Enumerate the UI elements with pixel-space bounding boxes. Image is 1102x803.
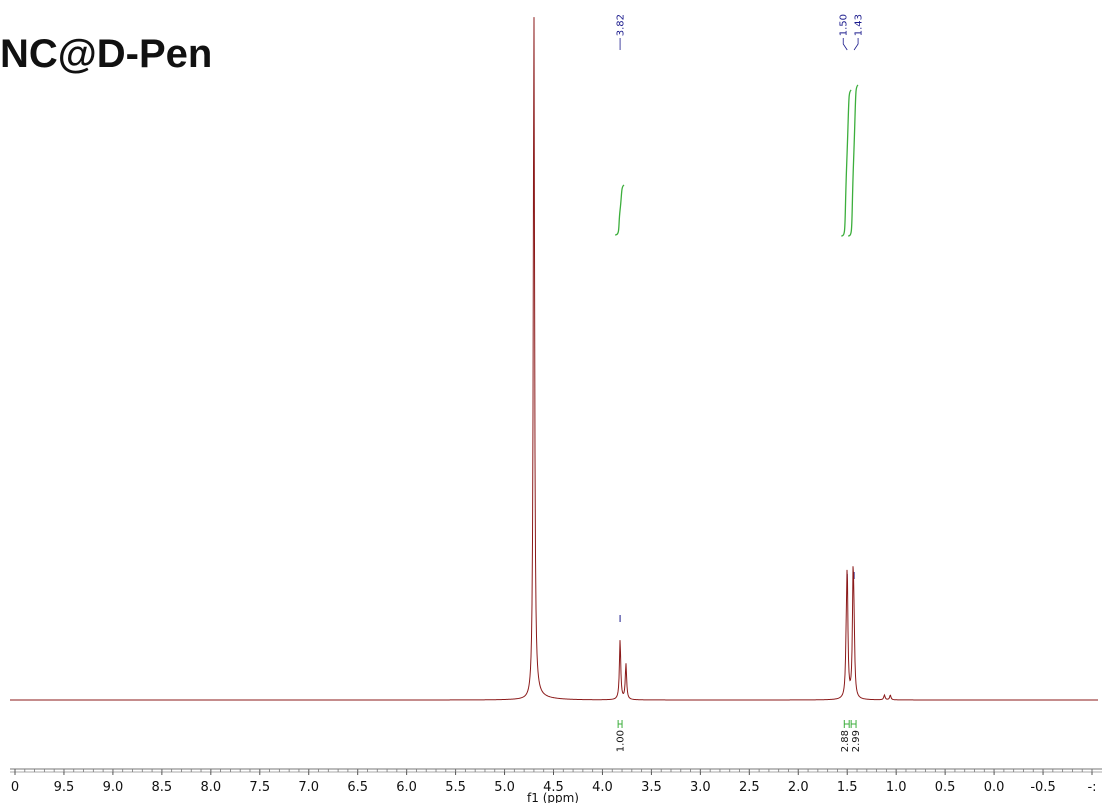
integral-curve [614, 184, 625, 236]
x-tick-label: 1.5 [837, 780, 858, 795]
integral-curve [847, 84, 859, 237]
x-tick-label: 0 [11, 780, 19, 795]
x-tick-label: 7.5 [249, 780, 270, 795]
peak-labels: 3.82 1.50 1.43 [616, 14, 865, 622]
x-tick-label: 4.0 [592, 780, 613, 795]
x-tick-label: 2.0 [788, 780, 809, 795]
x-tick-label: 1.0 [886, 780, 907, 795]
x-tick-label: 7.0 [298, 780, 319, 795]
x-tick-label: 6.5 [347, 780, 368, 795]
x-tick-label: 3.0 [690, 780, 711, 795]
x-tick-label: 8.5 [152, 780, 173, 795]
integral-value: 2.88 [840, 730, 851, 752]
peak-label: 1.43 [854, 14, 865, 36]
integral-value: 2.99 [851, 730, 862, 752]
x-tick-label: 3.5 [641, 780, 662, 795]
x-axis: 0 9.5 9.0 8.5 8.0 7.5 7.0 6.5 6.0 5.5 5.0 4.5 4.0 3.5… [10, 768, 1102, 795]
x-tick-label: 9.5 [54, 780, 75, 795]
integral-curve [841, 89, 852, 237]
integral-curves [614, 84, 859, 237]
peak-label-leader [853, 38, 859, 51]
integral-value: 1.00 [616, 730, 627, 752]
x-tick-label: -: [1087, 780, 1096, 795]
x-tick-label: 5.5 [445, 780, 466, 795]
peak-label: 1.50 [839, 14, 850, 36]
integral-markers: 1.00 2.88 2.99 [616, 720, 862, 752]
x-tick-label: -0.5 [1030, 780, 1055, 795]
x-tick-label: 8.0 [200, 780, 221, 795]
x-tick-label: 0.0 [984, 780, 1005, 795]
peak-label-leader [842, 38, 848, 51]
x-tick-label: 0.5 [935, 780, 956, 795]
x-tick-label: 6.0 [396, 780, 417, 795]
chart-title: NC@D-Pen [0, 32, 212, 76]
x-tick-label: 2.5 [739, 780, 760, 795]
peak-label: 3.82 [616, 14, 627, 36]
x-tick-label: 4.5 [543, 780, 564, 795]
x-tick-label: 5.0 [494, 780, 515, 795]
spectrum-line [10, 17, 1098, 701]
x-tick-label: 9.0 [103, 780, 124, 795]
x-axis-label: f1 (ppm) [527, 791, 579, 803]
